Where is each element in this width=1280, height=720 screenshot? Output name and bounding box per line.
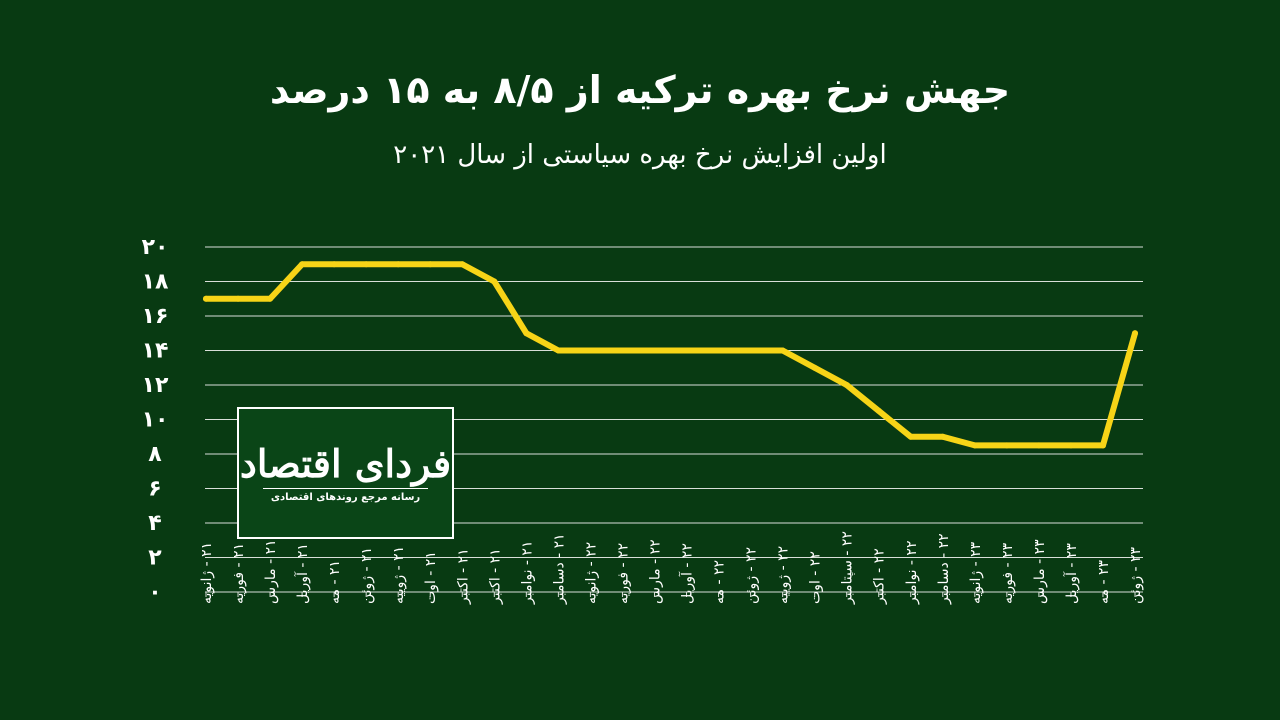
data-point	[523, 330, 530, 337]
data-point	[1099, 442, 1106, 449]
x-tick-label: ۲۱ - فوریه	[231, 543, 247, 604]
logo-tagline: رسانه مرجع روندهای اقتصادی	[270, 492, 421, 504]
data-point	[779, 347, 786, 354]
x-tick-label: ۲۲ - سپتامبر	[840, 531, 856, 605]
data-point	[971, 442, 978, 449]
x-tick-label: ۲۱ - دسامبر	[551, 533, 567, 605]
chart-title: جهش نرخ بهره ترکیه از ۸/۵ به ۱۵ درصد	[269, 68, 1011, 112]
data-point	[203, 295, 209, 302]
x-tick-label: ۲۱ - اکتبر	[455, 548, 471, 605]
y-axis: ۰ ۲ ۴ ۶ ۸ ۱۰ ۱۲ ۱۴ ۱۶ ۱۸ ۲۰	[142, 235, 169, 605]
x-tick-label: ۲۲ - آوریل	[679, 543, 696, 604]
data-point	[1132, 330, 1138, 337]
y-tick-label: ۲	[148, 546, 162, 571]
x-tick-label: ۲۲ - مارس	[647, 539, 663, 604]
x-tick-label: ۲۲ - ژانویه	[583, 542, 599, 604]
x-axis: ۲۱ - ژانویه ۲۱ - فوریه ۲۱ - مارس ۲۱ - آوریل…	[199, 531, 1144, 605]
brand-logo: فردای اقتصاد رسانه مرجع روندهای اقتصادی	[237, 407, 454, 539]
data-point	[811, 364, 818, 371]
data-point	[235, 295, 242, 302]
data-point	[395, 261, 402, 268]
data-point	[1035, 442, 1042, 449]
x-tick-label: ۲۲ - اکتبر	[872, 548, 888, 605]
x-tick-label: ۲۱ - اوت	[423, 551, 439, 604]
x-tick-label: ۲۲ - ژوییه	[776, 546, 792, 604]
x-tick-label: ۲۳ - مه	[1096, 560, 1112, 604]
x-tick-label: ۲۱ - ژانویه	[199, 542, 215, 604]
x-tick-label: ۲۲ - فوریه	[615, 543, 631, 604]
data-point	[1067, 442, 1074, 449]
y-tick-label: ۶	[148, 477, 161, 502]
data-point	[363, 261, 370, 268]
x-tick-label: ۲۲ - نوامبر	[904, 541, 920, 605]
x-tick-label: ۲۳ - فوریه	[1000, 542, 1016, 604]
x-tick-label: ۲۳ - ژانویه	[968, 541, 984, 604]
data-point	[715, 347, 722, 354]
y-tick-label: ۱۲	[142, 373, 169, 398]
x-tick-label: ۲۳ - ژوئن	[1128, 546, 1144, 604]
x-tick-label: ۲۲ - اوت	[808, 551, 824, 604]
x-tick-label: ۲۳ - مارس	[1032, 539, 1048, 604]
y-tick-label: ۱۴	[142, 339, 169, 364]
y-tick-label: ۱۰	[142, 408, 169, 433]
data-point	[747, 347, 754, 354]
y-tick-label: ۸	[148, 442, 162, 467]
x-tick-label: ۲۱ - ژوییه	[391, 546, 407, 604]
data-point	[619, 347, 626, 354]
series-line	[203, 261, 1138, 449]
data-point	[459, 261, 466, 268]
series-interest-rate	[203, 261, 1138, 449]
x-tick-label: ۲۲ - ژوئن	[744, 547, 760, 604]
x-tick-label: ۲۳ - آوریل	[1063, 543, 1080, 604]
data-point	[427, 261, 434, 268]
data-point	[843, 382, 850, 388]
data-point	[555, 347, 562, 354]
x-tick-label: ۲۲ - دسامبر	[936, 533, 952, 605]
data-point	[299, 261, 306, 268]
chart-subtitle: اولین افزایش نرخ بهره سیاستی از سال ۲۰۲۱	[393, 140, 887, 170]
y-tick-label: ۱۸	[142, 270, 169, 295]
x-tick-label: ۲۱ - ژوئن	[359, 547, 375, 604]
x-tick-label: ۲۱ - آوریل	[294, 543, 311, 604]
data-point	[267, 295, 274, 302]
x-tick-label: ۲۱ - مارس	[263, 539, 279, 604]
data-point	[1003, 442, 1010, 449]
x-tick-label: ۲۱ - مه	[327, 560, 343, 604]
data-point	[331, 261, 338, 268]
data-point	[907, 433, 914, 440]
logo-name: فردای اقتصاد	[239, 440, 452, 486]
x-tick-label: ۲۱ - اکتبر	[487, 548, 503, 605]
y-tick-label: ۰	[148, 580, 161, 605]
x-tick-label: ۲۲ - مه	[712, 560, 728, 604]
data-point	[651, 347, 658, 354]
y-tick-label: ۱۶	[142, 304, 169, 329]
y-tick-label: ۲۰	[142, 235, 169, 260]
data-point	[939, 433, 946, 440]
data-point	[587, 347, 594, 354]
x-tick-label: ۲۱ - نوامبر	[519, 541, 535, 605]
data-point	[683, 347, 690, 354]
data-point	[875, 407, 882, 414]
data-point	[491, 278, 498, 285]
y-tick-label: ۴	[148, 511, 161, 536]
logo-divider	[263, 488, 428, 490]
